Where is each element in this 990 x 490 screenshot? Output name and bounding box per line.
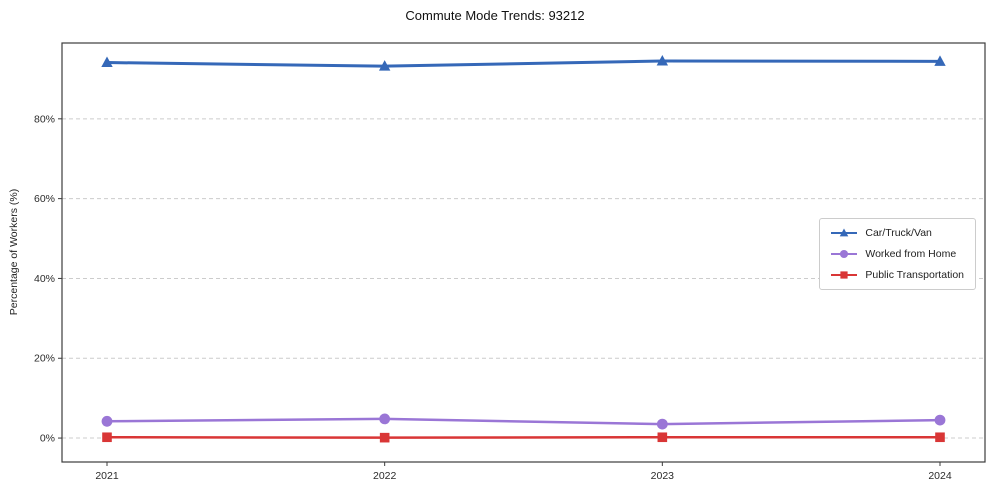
svg-text:80%: 80% bbox=[34, 113, 55, 125]
legend-line-square-icon bbox=[831, 271, 858, 279]
svg-text:20%: 20% bbox=[34, 353, 55, 365]
legend-item-car-truck-van: Car/Truck/Van bbox=[829, 226, 964, 240]
legend-line-circle-icon bbox=[831, 249, 858, 259]
svg-text:2022: 2022 bbox=[373, 470, 397, 482]
legend-line-triangle-icon bbox=[831, 228, 858, 237]
chart-title: Commute Mode Trends: 93212 bbox=[405, 8, 585, 23]
svg-text:2021: 2021 bbox=[95, 470, 119, 482]
svg-text:2024: 2024 bbox=[928, 470, 952, 482]
svg-text:60%: 60% bbox=[34, 193, 55, 205]
legend-item-worked-from-home: Worked from Home bbox=[829, 247, 964, 261]
legend-label: Public Transportation bbox=[865, 269, 964, 281]
svg-text:2023: 2023 bbox=[651, 470, 675, 482]
legend-label: Car/Truck/Van bbox=[865, 227, 932, 239]
legend-item-public-transportation: Public Transportation bbox=[829, 268, 964, 282]
chart-legend: Car/Truck/Van Worked from Home Public Tr… bbox=[819, 218, 976, 290]
svg-text:0%: 0% bbox=[40, 433, 55, 445]
svg-text:40%: 40% bbox=[34, 273, 55, 285]
legend-label: Worked from Home bbox=[865, 248, 957, 260]
